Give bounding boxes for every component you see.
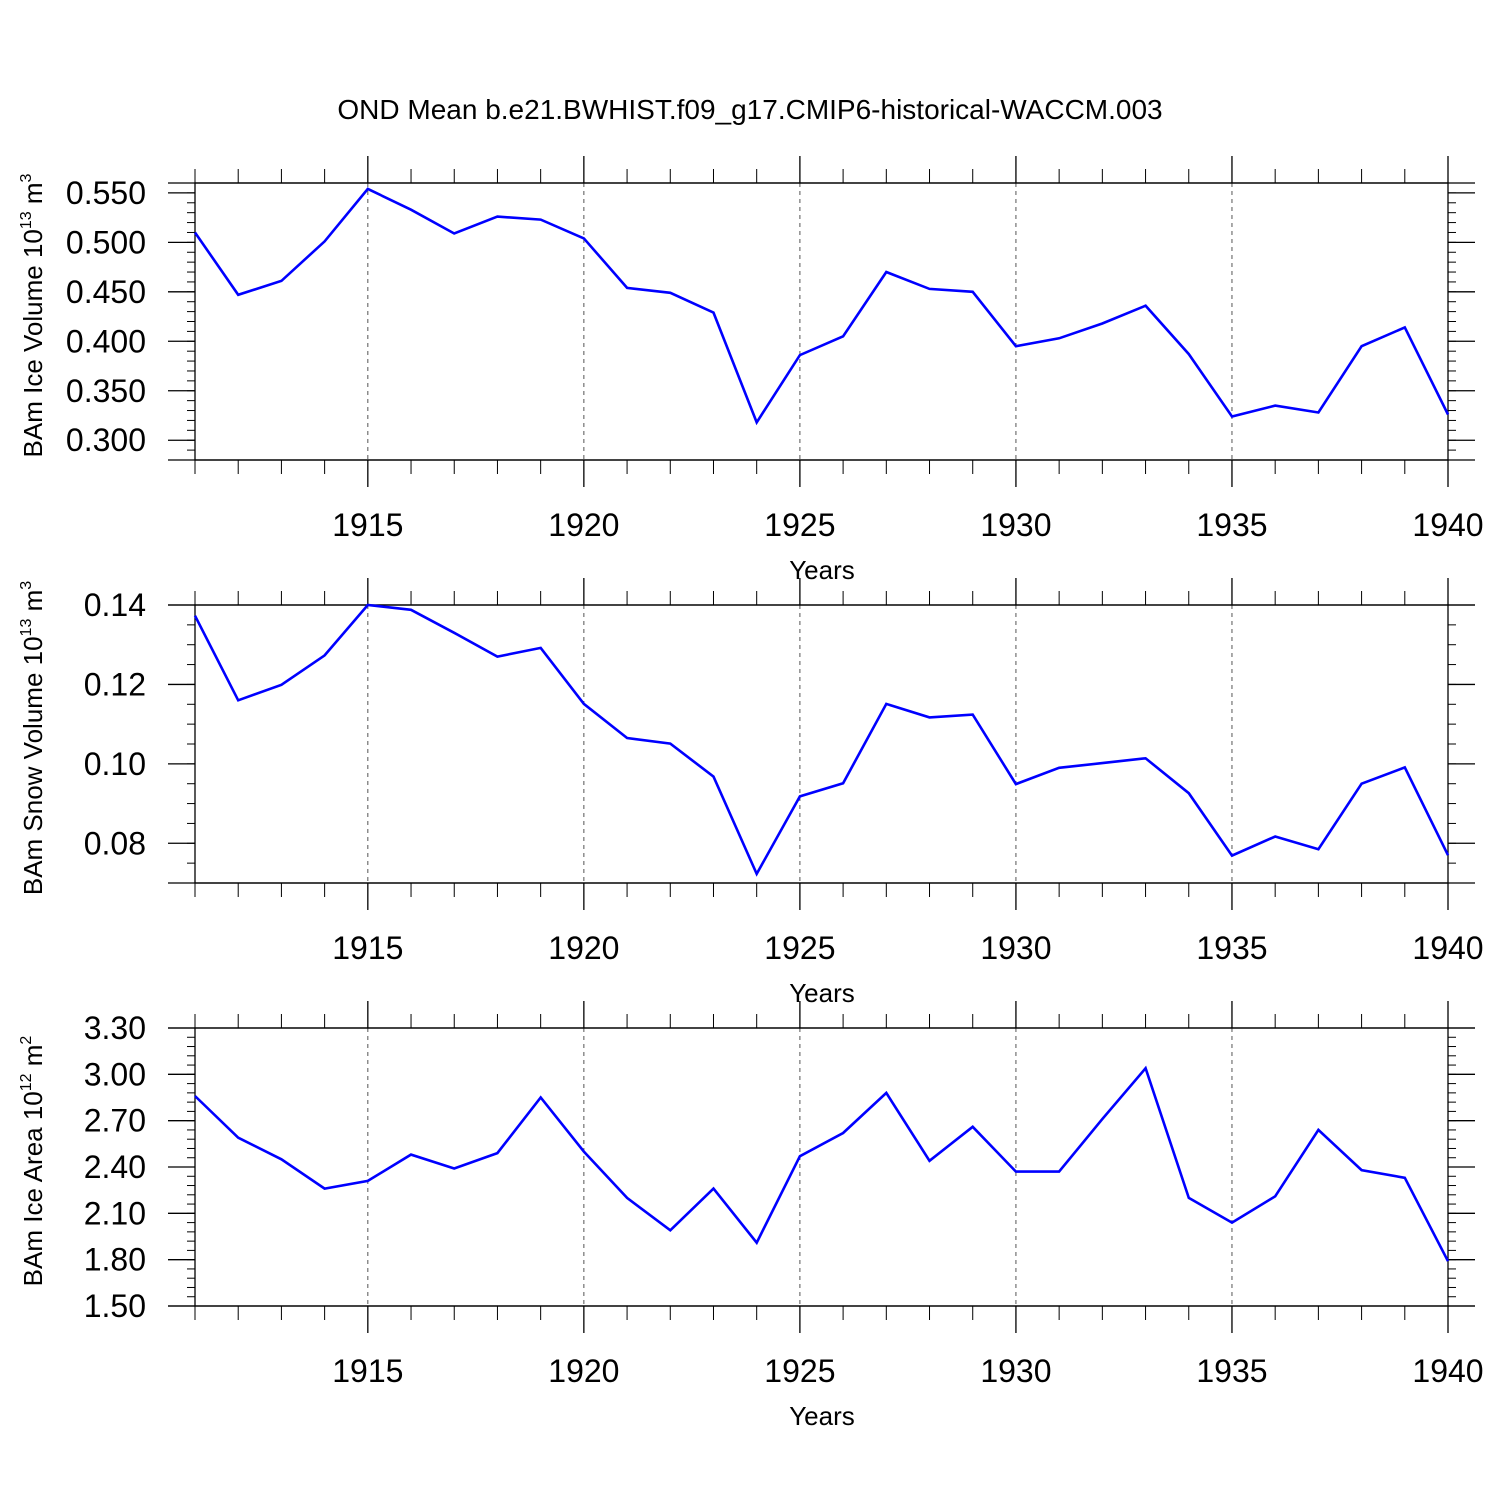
plot-frame: [194, 1027, 1449, 1307]
panel-2: 0.08 0.10 0.12 0.14 1915 1920 1925 1930 1935 1940…: [18, 578, 1484, 1008]
plot-frame: [194, 604, 1449, 884]
y-axis-label: BAm Snow Volume 1013 m3: [18, 581, 48, 895]
series-line: [193, 187, 1450, 426]
x-axis-label: Years: [789, 978, 855, 1008]
y-axis-label-text: BAm Snow Volume 10: [18, 636, 48, 895]
plot-frame: [194, 182, 1449, 461]
y-axis-label-unit-exponent: 2: [18, 1036, 35, 1045]
y-tick-label: 0.450: [66, 274, 146, 310]
x-tick-label: 1925: [764, 930, 835, 966]
x-tick-label: 1915: [332, 507, 403, 543]
panel-1: 0.300 0.350 0.400 0.450 0.500 0.550 1915 1920 19…: [18, 156, 1484, 585]
y-axis-label-unit-exponent: 3: [18, 173, 35, 182]
x-tick-label: 1940: [1412, 930, 1483, 966]
y-axis-label-exponent: 13: [18, 619, 35, 637]
y-axis-label-exponent: 12: [18, 1073, 35, 1091]
x-tick-label: 1935: [1196, 1353, 1267, 1389]
y-tick-label: 0.14: [84, 587, 146, 623]
y-axis-label: BAm Ice Volume 1013 m3: [18, 173, 48, 457]
y-tick-label: 0.08: [84, 825, 146, 861]
x-tick-label: 1925: [764, 1353, 835, 1389]
y-axis-label-unit: m: [18, 1045, 48, 1074]
x-axis-label: Years: [789, 1401, 855, 1431]
y-tick-label: 0.12: [84, 666, 146, 702]
y-tick-label: 2.70: [84, 1103, 146, 1139]
y-axis-label-unit: m: [18, 590, 48, 619]
x-tick-label: 1925: [764, 507, 835, 543]
x-tick-label: 1940: [1412, 1353, 1483, 1389]
panel-3: 1.50 1.80 2.10 2.40 2.70 3.00 3.30 1915 1920 1925…: [18, 1001, 1484, 1431]
x-tick-label: 1930: [980, 930, 1051, 966]
x-tick-label: 1920: [548, 1353, 619, 1389]
y-axis-label-unit: m: [18, 182, 48, 211]
y-axis-label-unit-exponent: 3: [18, 581, 35, 590]
x-tick-label: 1920: [548, 930, 619, 966]
y-tick-label: 1.80: [84, 1242, 146, 1278]
x-tick-label: 1935: [1196, 930, 1267, 966]
x-tick-label: 1935: [1196, 507, 1267, 543]
y-tick-label: 0.500: [66, 224, 146, 260]
x-tick-label: 1940: [1412, 507, 1483, 543]
y-tick-label: 3.00: [84, 1056, 146, 1092]
x-tick-label: 1920: [548, 507, 619, 543]
figure-title: OND Mean b.e21.BWHIST.f09_g17.CMIP6-hist…: [337, 94, 1162, 125]
x-tick-label: 1915: [332, 930, 403, 966]
series-line: [193, 603, 1450, 877]
x-axis-label: Years: [789, 555, 855, 585]
y-tick-label: 0.10: [84, 746, 146, 782]
y-axis-label-text: BAm Ice Area 10: [18, 1091, 48, 1286]
series-line: [194, 1065, 1450, 1262]
y-tick-label: 0.550: [66, 175, 146, 211]
y-tick-label: 2.40: [84, 1149, 146, 1185]
y-tick-label: 0.400: [66, 323, 146, 359]
y-axis-label-text: BAm Ice Volume 10: [18, 229, 48, 457]
y-tick-label: 0.300: [66, 422, 146, 458]
y-axis-label: BAm Ice Area 1012 m2: [18, 1036, 48, 1287]
y-tick-label: 1.50: [84, 1288, 146, 1324]
y-tick-label: 2.10: [84, 1195, 146, 1231]
x-tick-label: 1930: [980, 1353, 1051, 1389]
y-axis-label-exponent: 13: [18, 211, 35, 229]
y-tick-label: 3.30: [84, 1010, 146, 1046]
x-tick-label: 1915: [332, 1353, 403, 1389]
x-tick-label: 1930: [980, 507, 1051, 543]
y-tick-label: 0.350: [66, 373, 146, 409]
